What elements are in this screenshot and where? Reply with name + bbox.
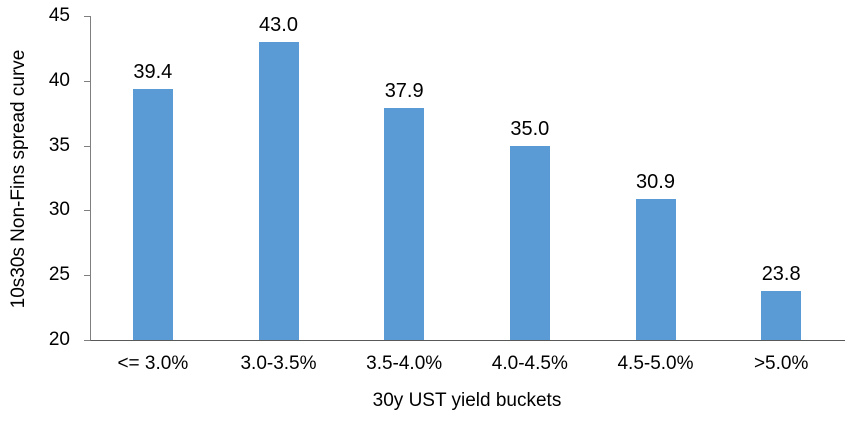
bar-value-label: 37.9 — [384, 80, 424, 103]
bar-value-label: 39.4 — [133, 60, 173, 83]
bar — [132, 88, 173, 340]
bar — [384, 108, 425, 340]
y-tick-label: 25 — [48, 264, 70, 286]
bar — [635, 198, 676, 340]
y-tick-mark — [84, 210, 90, 211]
x-tick-label: 3.0-3.5% — [240, 353, 317, 374]
bar-value-label: 43.0 — [259, 13, 298, 36]
y-tick-mark — [84, 16, 90, 17]
y-tick-label: 30 — [48, 199, 70, 221]
y-axis-title: 10s30s Non-Fins spread curve — [8, 49, 29, 309]
x-axis-title: 30y UST yield buckets — [372, 390, 562, 411]
plot-area — [90, 16, 845, 341]
bar-value-label: 23.8 — [761, 262, 801, 285]
bar — [761, 290, 802, 340]
x-tick-label: 3.5-4.0% — [366, 353, 443, 374]
y-tick-mark — [84, 340, 90, 341]
y-tick-label: 40 — [48, 69, 70, 91]
y-tick-label: 35 — [48, 134, 70, 156]
bar-value-label: 30.9 — [636, 170, 675, 193]
x-tick-label: 4.0-4.5% — [491, 353, 568, 374]
bar-value-label: 35.0 — [510, 117, 550, 140]
bar — [509, 145, 550, 340]
y-tick-label: 45 — [48, 5, 70, 26]
x-tick-label: >5.0% — [753, 353, 809, 374]
x-tick-label: <= 3.0% — [117, 353, 189, 374]
y-tick-label: 20 — [48, 329, 70, 350]
bar — [258, 41, 299, 340]
x-tick-label: 4.5-5.0% — [617, 353, 694, 374]
y-tick-mark — [84, 81, 90, 82]
y-tick-mark — [84, 146, 90, 147]
y-tick-mark — [84, 275, 90, 276]
